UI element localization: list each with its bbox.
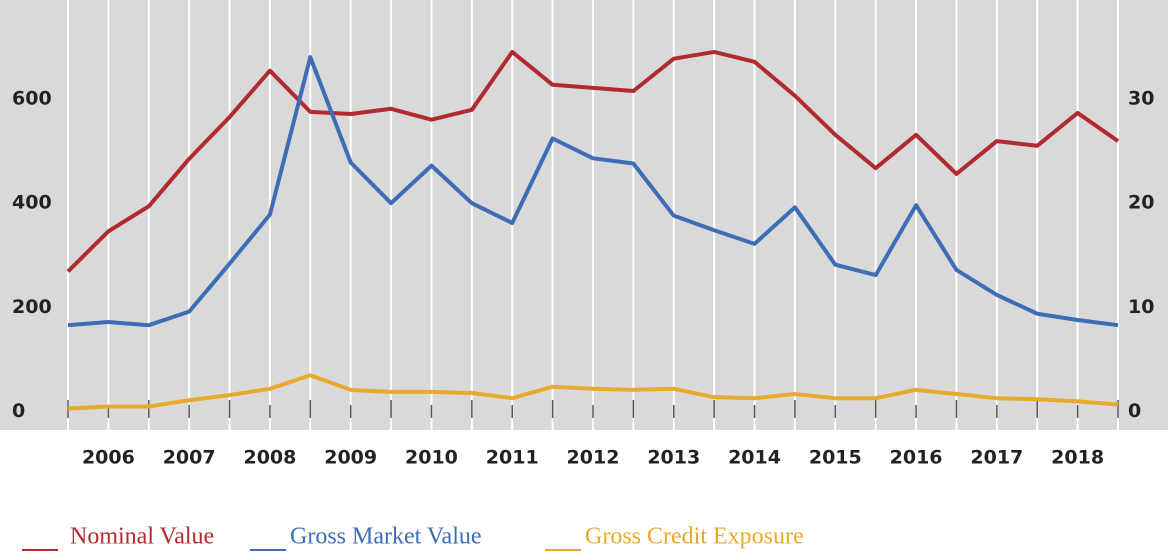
x-tick-label: 2011	[486, 447, 539, 469]
y-tick-label: 400	[12, 192, 52, 214]
x-tick-label: 2008	[243, 447, 296, 469]
y2-tick-label: 10	[1128, 296, 1154, 318]
legend-label: Nominal Value	[70, 524, 214, 550]
x-tick-label: 2012	[567, 447, 620, 469]
series-line	[66, 49, 1120, 273]
x-tick-label: 2006	[82, 447, 135, 469]
x-tick-label: 2009	[324, 447, 377, 469]
series-line	[67, 55, 1119, 328]
y2-tick-label: 30	[1128, 87, 1154, 109]
x-tick-label: 2007	[163, 447, 216, 469]
plot-background	[0, 0, 1168, 430]
y2-tick-label: 20	[1128, 192, 1154, 214]
y2-tick-label: 0	[1128, 400, 1141, 422]
legend-label: Gross Credit Exposure	[585, 524, 804, 550]
legend-label: Gross Market Value	[290, 524, 482, 550]
x-tick-label: 2010	[405, 447, 458, 469]
y-tick-label: 0	[12, 400, 25, 422]
x-tick-label: 2016	[890, 447, 943, 469]
x-tick-label: 2015	[809, 447, 862, 469]
x-tick-label: 2018	[1051, 447, 1104, 469]
x-tick-label: 2014	[728, 447, 781, 469]
y-tick-label: 200	[12, 296, 52, 318]
series-line	[67, 373, 1119, 411]
x-tick-label: 2017	[970, 447, 1023, 469]
y-tick-label: 600	[12, 87, 52, 109]
x-tick-label: 2013	[647, 447, 700, 469]
